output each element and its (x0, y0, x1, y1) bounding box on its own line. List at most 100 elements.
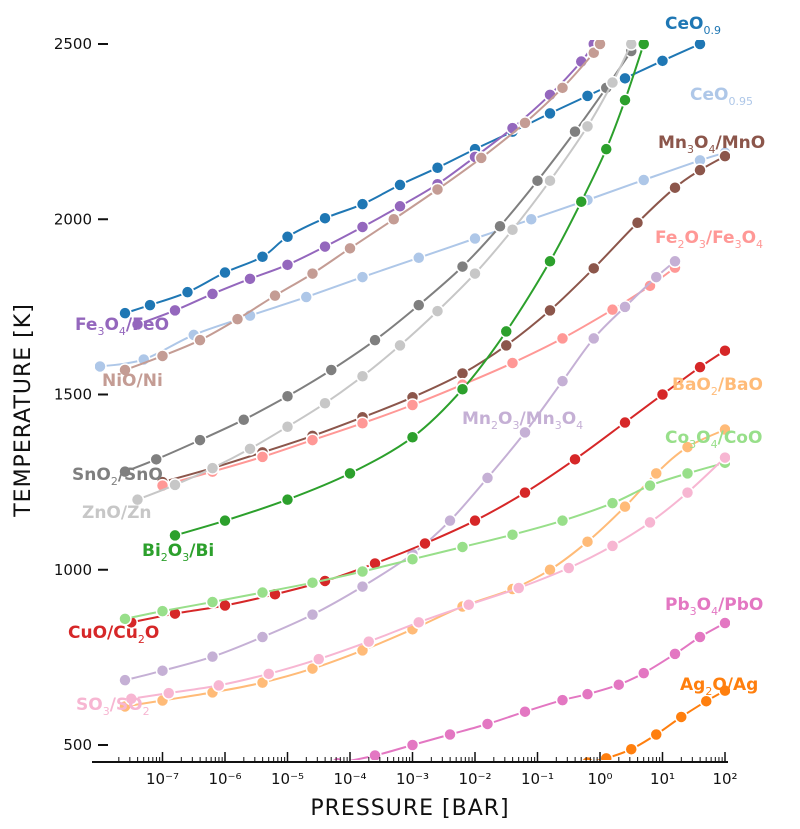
series-sno2-sno (118, 44, 638, 479)
data-point-ceo0-9 (218, 265, 232, 280)
data-point-ceo0-95 (355, 270, 370, 284)
data-point-cuo-cu2o (568, 452, 582, 467)
label-text: O (694, 133, 708, 153)
data-point-bi2o3-bi (218, 513, 232, 528)
data-point-ceo0-9 (143, 298, 157, 312)
label-subscript: 4 (756, 238, 763, 251)
data-point-bao2-bao (618, 499, 632, 514)
data-point-zno-zn (205, 461, 220, 475)
data-point-sno2-sno (568, 124, 582, 139)
label-subscript: 2 (161, 551, 168, 564)
data-point-pb3o4-pbo (518, 704, 532, 719)
data-point-ceo0-95 (95, 359, 107, 374)
data-point-nio-ni (193, 333, 207, 347)
data-point-sno2-sno (455, 259, 470, 274)
data-point-so3-so2 (124, 691, 138, 706)
data-point-pb3o4-pbo (668, 647, 682, 661)
data-point-bi2o3-bi (599, 142, 613, 156)
data-point-mn2o3-mn3o4 (355, 579, 370, 594)
label-text: O (145, 623, 159, 643)
label-subscript: 3 (103, 705, 110, 718)
data-point-co3o4-coo (505, 527, 520, 542)
data-point-ceo0-95 (468, 231, 482, 246)
data-point-co3o4-coo (605, 496, 620, 510)
data-point-bi2o3-bi (405, 430, 420, 445)
label-text: Fe (75, 315, 97, 335)
data-point-pb3o4-pbo (368, 748, 382, 760)
label-text: /MnO (715, 133, 765, 153)
data-point-ceo0-95 (412, 251, 426, 265)
data-point-fe2o3-fe3o4 (605, 302, 620, 317)
data-point-ceo0-9 (318, 211, 332, 225)
data-point-bi2o3-bi (499, 324, 513, 339)
series-label-ceo0-9: CeO0.9 (665, 14, 721, 37)
data-point-zno-zn (393, 338, 407, 353)
data-point-sno2-sno (493, 219, 507, 234)
data-point-co3o4-coo (305, 575, 320, 590)
series-label-sno2-sno: SnO2/SnO (72, 465, 163, 488)
data-point-ceo0-9 (118, 306, 132, 320)
data-point-cuo-cu2o (418, 536, 432, 551)
data-point-so3-so2 (680, 485, 695, 500)
data-point-ceo0-9 (393, 178, 407, 192)
label-text: /PbO (718, 595, 763, 615)
data-point-zno-zn (355, 369, 370, 384)
x-tick-label: 10¹ (650, 770, 675, 788)
x-tick-label: 10⁻¹ (521, 770, 554, 788)
label-text: O (696, 428, 710, 448)
data-point-sno2-sno (368, 333, 382, 347)
data-point-mn3o4-mno (630, 216, 645, 230)
data-point-so3-so2 (412, 615, 426, 630)
data-point-co3o4-coo (118, 612, 132, 626)
data-point-co3o4-coo (205, 595, 220, 609)
series-label-cuo-cu2o: CuO/Cu2O (68, 623, 159, 646)
data-point-pb3o4-pbo (718, 616, 730, 630)
data-point-pb3o4-pbo (580, 687, 595, 701)
data-point-co3o4-coo (255, 585, 270, 600)
label-subscript: 3 (689, 438, 696, 451)
label-text: /CoO (718, 428, 763, 448)
data-point-bao2-bao (305, 661, 320, 676)
data-point-nio-ni (518, 116, 532, 130)
label-subscript: 4 (711, 438, 718, 451)
label-subscript: 2 (677, 238, 684, 251)
series-label-ceo0-95: CeO0.95 (690, 85, 753, 108)
data-point-ceo0-9 (280, 230, 295, 244)
series-label-bi2o3-bi: Bi2O3/Bi (142, 541, 214, 564)
data-point-nio-ni (387, 212, 401, 226)
data-point-bi2o3-bi (168, 528, 182, 543)
data-point-pb3o4-pbo (480, 717, 495, 731)
series-ceo0-95 (95, 145, 730, 374)
data-point-zno-zn (505, 223, 520, 237)
data-point-nio-ni (155, 349, 170, 363)
data-point-cuo-cu2o (468, 513, 482, 528)
label-text: Ag (680, 675, 705, 695)
data-point-so3-so2 (262, 667, 276, 681)
data-point-fe2o3-fe3o4 (255, 450, 270, 464)
data-point-so3-so2 (605, 539, 620, 553)
data-point-co3o4-coo (455, 540, 470, 554)
data-point-zno-zn (318, 396, 332, 411)
data-point-pb3o4-pbo (443, 727, 457, 742)
data-point-zno-zn (580, 119, 595, 134)
label-text: SnO (72, 465, 111, 485)
label-subscript: 3 (690, 605, 697, 618)
data-point-nio-ni (430, 182, 445, 197)
data-point-co3o4-coo (155, 604, 170, 618)
data-point-mn2o3-mn3o4 (649, 270, 663, 284)
series-line-cuo-cu2o (131, 349, 726, 624)
label-text: O (684, 228, 698, 248)
data-point-bi2o3-bi (618, 93, 632, 107)
data-point-mn2o3-mn3o4 (668, 254, 682, 269)
data-point-so3-so2 (212, 678, 226, 693)
data-point-zno-zn (430, 304, 445, 318)
label-text: Mn (462, 409, 491, 429)
label-subscript: 2 (705, 685, 712, 698)
data-point-fe3o4-feo (205, 287, 220, 301)
label-text: /Bi (189, 541, 214, 561)
data-point-mn3o4-mno (455, 366, 470, 381)
data-point-ceo0-9 (355, 197, 370, 211)
series-line-pb3o4-pbo (348, 622, 726, 760)
data-point-co3o4-coo (555, 513, 570, 528)
series-label-bao2-bao: BaO2/BaO (672, 375, 763, 398)
